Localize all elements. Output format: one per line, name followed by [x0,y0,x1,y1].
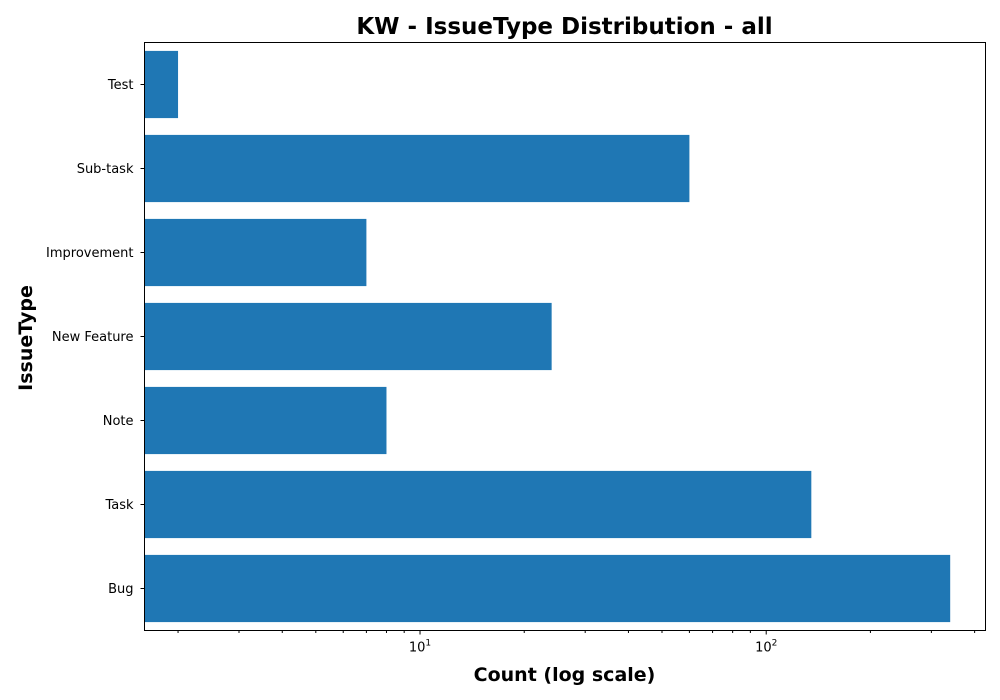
bar-note [145,387,387,454]
y-tick-label: Test [107,78,134,93]
y-tick-label: Improvement [46,246,133,261]
x-axis: 101 102 [178,631,975,656]
y-tick-label: Note [103,414,134,429]
bar-bug [145,555,951,622]
y-tick-label: Sub-task [77,162,134,177]
x-axis-title: Count (log scale) [474,664,656,686]
x-tick-label: 102 [755,639,777,656]
y-tick-label: Task [104,498,134,513]
bar-test [145,51,179,118]
bars-group [145,51,951,622]
bar-new-feature [145,303,552,370]
bar-task [145,471,812,538]
y-tick-label: New Feature [52,330,134,345]
bar-improvement [145,219,367,286]
chart-title: KW - IssueType Distribution - all [356,14,772,40]
x-tick-label: 101 [409,639,431,656]
y-tick-label: Bug [108,582,133,597]
bar-sub-task [145,135,690,202]
y-axis-title: IssueType [15,285,37,391]
y-axis: Bug Task Note New Feature Improvement Sub-tas… [46,78,144,597]
